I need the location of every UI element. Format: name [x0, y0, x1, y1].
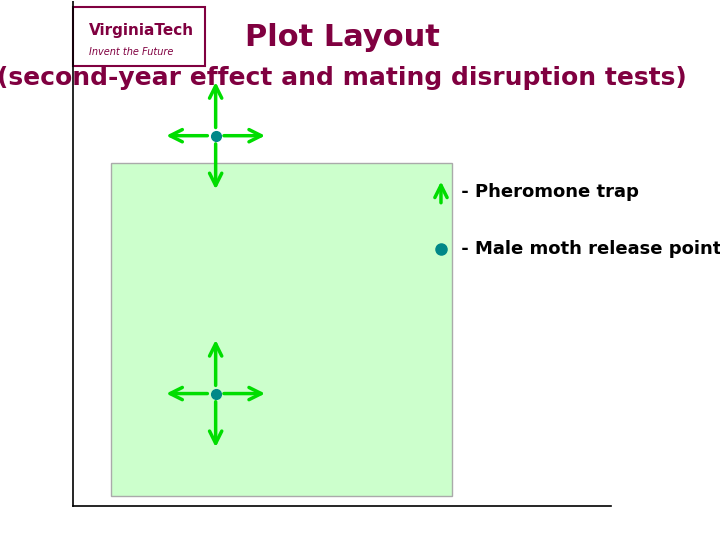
Text: Plot Layout: Plot Layout: [245, 23, 439, 52]
Text: VirginiaTech: VirginiaTech: [89, 23, 194, 38]
FancyBboxPatch shape: [111, 163, 452, 496]
Text: (second-year effect and mating disruption tests): (second-year effect and mating disruptio…: [0, 66, 687, 90]
FancyBboxPatch shape: [73, 7, 204, 66]
Text: - Pheromone trap: - Pheromone trap: [455, 183, 639, 201]
Text: Invent the Future: Invent the Future: [89, 47, 174, 57]
Text: - Male moth release point: - Male moth release point: [455, 240, 720, 258]
